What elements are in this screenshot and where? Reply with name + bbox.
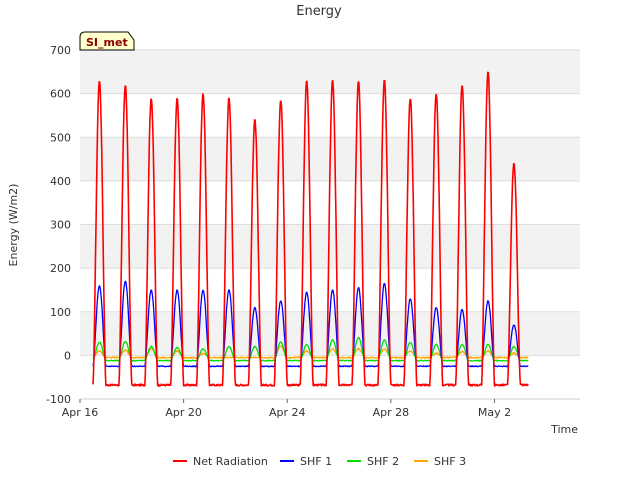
x-axis: Apr 16 Apr 20 Apr 24 Apr 28 May 2 [62,398,580,419]
plot-band [80,224,580,269]
y-axis: -100 0 100 200 300 400 500 600 700 [46,44,71,406]
x-tick-label: May 2 [478,406,511,419]
y-tick-label: -100 [46,393,71,406]
y-tick-label: 200 [50,262,71,275]
legend-label: Net Radiation [193,455,268,468]
y-tick-label: 400 [50,175,71,188]
legend: Net Radiation SHF 1 SHF 2 SHF 3 [173,455,466,468]
y-tick-label: 100 [50,306,71,319]
y-axis-label: Energy (W/m2) [7,184,20,267]
y-tick-label: 300 [50,219,71,232]
y-tick-label: 600 [50,88,71,101]
legend-label: SHF 1 [300,455,332,468]
x-tick-label: Apr 28 [373,406,410,419]
plot-band [80,50,580,94]
legend-label: SHF 3 [434,455,466,468]
chart-title: Energy [296,4,342,19]
site-badge-label: SI_met [86,36,128,49]
y-tick-label: 500 [50,131,71,144]
series-layer [92,71,529,387]
x-tick-label: Apr 24 [269,406,306,419]
x-tick-label: Apr 16 [62,406,99,419]
x-tick-label: Apr 20 [165,406,202,419]
series-line-net-radiation [92,71,529,387]
series-line-shf-2 [92,337,529,362]
legend-label: SHF 2 [367,455,399,468]
site-badge: SI_met [79,31,135,51]
site-badge-box [79,31,135,51]
y-tick-label: 0 [64,349,71,362]
x-axis-label: Time [550,423,578,436]
y-tick-label: 700 [50,44,71,57]
